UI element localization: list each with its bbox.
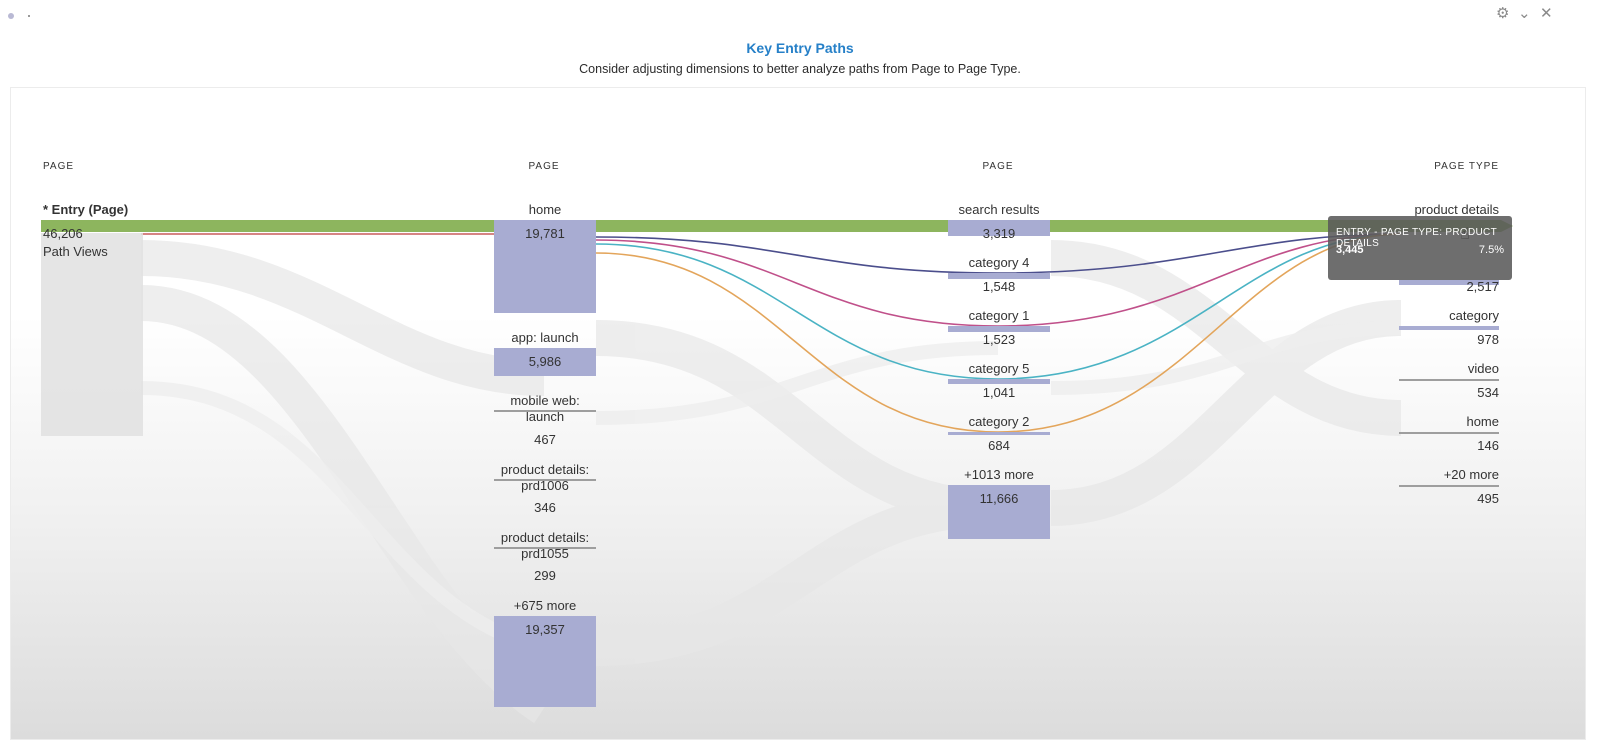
node-bar-category[interactable]	[1399, 326, 1499, 330]
hand-cursor-icon: ☝	[1460, 226, 1470, 243]
entry-value: 46,206	[43, 226, 83, 241]
node-bar-category-2[interactable]	[948, 432, 1050, 435]
node-label: product details	[1414, 202, 1499, 217]
node-label: category 5	[968, 361, 1030, 376]
node-label: search results	[958, 202, 1040, 217]
node-value: 2,517	[1466, 279, 1499, 294]
path-tooltip: ENTRY - PAGE TYPE: PRODUCT DETAILS 3,445…	[1328, 216, 1512, 280]
viz-subtitle: Consider adjusting dimensions to better …	[579, 62, 1021, 76]
node-bar-mobile-web[interactable]	[494, 410, 596, 412]
node-label: category	[1449, 308, 1499, 323]
column-header-4: PAGE TYPE	[1434, 161, 1499, 172]
tooltip-percent: 7.5%	[1478, 244, 1504, 256]
node-value: 146	[1477, 438, 1499, 453]
node-value: 1,041	[982, 385, 1016, 400]
chevron-down-icon[interactable]: ⌄	[1518, 5, 1531, 22]
column-header-2: PAGE	[528, 161, 560, 172]
entry-label: * Entry (Page)	[43, 202, 129, 217]
node-bar-more[interactable]	[948, 485, 1050, 539]
node-value: 684	[988, 438, 1010, 453]
node-bar-product-details-2[interactable]	[1399, 280, 1499, 285]
close-icon[interactable]: ✕	[1540, 5, 1553, 22]
node-label: +675 more	[513, 598, 577, 613]
node-label: app: launch	[511, 330, 579, 345]
node-value: 1,548	[982, 279, 1016, 294]
node-label: +20 more	[1443, 467, 1499, 482]
node-label: category 4	[968, 255, 1030, 270]
column-header-1: PAGE	[43, 161, 75, 172]
node-bar-home[interactable]	[494, 220, 596, 313]
node-value: 467	[534, 432, 556, 447]
node-bar-prd1055[interactable]	[494, 547, 596, 549]
node-value: 978	[1477, 332, 1499, 347]
node-value: 495	[1477, 491, 1499, 506]
node-value: 1,523	[982, 332, 1016, 347]
node-bar-category-5[interactable]	[948, 379, 1050, 384]
tooltip-title: ENTRY - PAGE TYPE: PRODUCT DETAILS	[1336, 227, 1497, 249]
panel-drag-handle[interactable]	[8, 8, 30, 22]
node-label: video	[1467, 361, 1499, 376]
node-value: 5,986	[528, 354, 562, 369]
flow-visualization: PAGE PAGE PAGE PAGE TYPE * Entry (Page) …	[10, 87, 1586, 740]
node-bar-more[interactable]	[494, 616, 596, 707]
node-value: 346	[534, 500, 556, 515]
column-header-3: PAGE	[982, 161, 1014, 172]
node-bar-app-launch[interactable]	[494, 348, 596, 376]
tooltip-count: 3,445	[1336, 244, 1364, 256]
node-bar-more[interactable]	[1399, 485, 1499, 487]
node-value: 19,357	[525, 622, 565, 637]
viz-title: Key Entry Paths	[746, 40, 854, 56]
node-label: +1013 more	[964, 467, 1034, 482]
highlight-path-bar	[41, 220, 1501, 232]
node-value: 534	[1477, 385, 1499, 400]
node-label: product details: prd1055	[500, 530, 590, 561]
node-label: home	[528, 202, 562, 217]
node-value: 11,666	[979, 491, 1019, 506]
entry-unit: Path Views	[43, 244, 108, 259]
node-label: mobile web: launch	[510, 393, 580, 424]
node-bar-search-results[interactable]	[948, 220, 1050, 236]
node-label: category 2	[968, 414, 1030, 429]
gear-icon[interactable]: ⚙	[1496, 5, 1510, 22]
entry-node-bar[interactable]	[41, 233, 143, 436]
node-value: 299	[534, 568, 556, 583]
node-bar-home[interactable]	[1399, 432, 1499, 434]
node-bar-category-1[interactable]	[948, 326, 1050, 332]
node-label: product details: prd1006	[500, 462, 590, 493]
node-bar-prd1006[interactable]	[494, 479, 596, 481]
node-label: category 1	[968, 308, 1030, 323]
node-label: home	[1466, 414, 1499, 429]
node-value: 3,319	[982, 226, 1016, 241]
flow-links	[41, 220, 1513, 724]
node-bar-category-4[interactable]	[948, 273, 1050, 279]
node-bar-video[interactable]	[1399, 379, 1499, 381]
node-value: 19,781	[525, 226, 565, 241]
